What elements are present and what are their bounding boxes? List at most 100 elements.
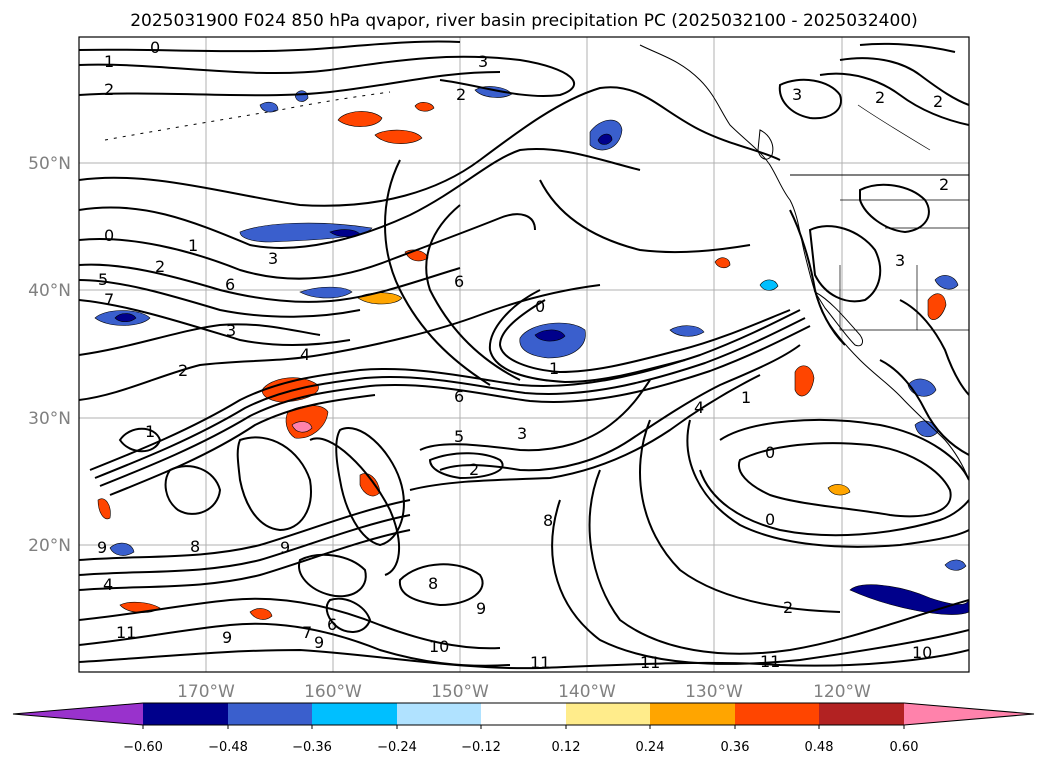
contour-line [819, 72, 969, 126]
coastlines [104, 44, 969, 481]
contour-line [79, 323, 321, 356]
contour-line [879, 359, 969, 456]
colorbar-ticks [142, 725, 905, 729]
colorbar-segment [566, 703, 650, 725]
negative-patch [849, 584, 969, 615]
colorbar-tick-label: −0.36 [292, 740, 332, 755]
contour-label: 9 [222, 628, 232, 647]
contour-line [89, 309, 801, 471]
lat-label: 20°N [28, 536, 71, 556]
contour-line [899, 299, 969, 396]
contour-line [639, 419, 841, 613]
contour-line [79, 499, 411, 561]
contour-line [79, 514, 411, 576]
contour-label: 6 [327, 615, 337, 634]
contour-label: 6 [454, 272, 464, 291]
colorbar-segment [819, 703, 904, 725]
contour-label: 7 [302, 623, 312, 642]
contour-label: 9 [97, 538, 107, 557]
negative-patch [934, 275, 959, 290]
contour-label: 0 [765, 510, 775, 529]
contour-label: 7 [104, 290, 114, 309]
positive-patch [337, 111, 383, 127]
positive-patch [714, 257, 731, 269]
colorbar-segment [481, 703, 566, 725]
negative-patch [299, 286, 353, 299]
colorbar-tick-label: 0.24 [636, 740, 665, 755]
negative-patch [914, 420, 939, 438]
contour-label: 11 [760, 652, 780, 671]
contour-label: 3 [792, 85, 802, 104]
contour-label: 8 [428, 574, 438, 593]
colorbar-tick-label: −0.48 [208, 740, 248, 755]
contour-line [539, 179, 751, 254]
contour-line [808, 225, 882, 303]
contour-label: 1 [188, 236, 198, 255]
contour-line [588, 469, 969, 655]
lon-label: 120°W [813, 682, 871, 702]
contour-line [498, 299, 791, 374]
negative-patch [114, 313, 137, 323]
contour-line [859, 183, 930, 234]
contour-line [79, 71, 501, 97]
north-america-coast [639, 44, 969, 481]
contour-line [79, 55, 575, 97]
contour-label: 3 [895, 251, 905, 270]
contour-label: 0 [150, 38, 160, 57]
contour-label: 6 [225, 275, 235, 294]
contour-line [94, 317, 806, 479]
map-background [79, 37, 969, 672]
contour-line [439, 344, 801, 472]
lon-label: 150°W [431, 682, 489, 702]
contour-line [737, 442, 952, 518]
positive-patch [827, 484, 851, 496]
contour-label: 8 [190, 537, 200, 556]
contour-line [109, 394, 376, 496]
contour-label: 3 [478, 52, 488, 71]
positive-patch [794, 365, 815, 397]
colorbar-tick-label: −0.24 [377, 740, 417, 755]
contour-line [79, 284, 601, 401]
contour-label: 2 [178, 361, 188, 380]
figure-title: 2025031900 F024 850 hPa qvapor, river ba… [130, 11, 918, 31]
contour-line [488, 289, 686, 384]
colorbar-extend-low [13, 703, 143, 725]
contour-line [778, 78, 842, 120]
contour-line [335, 427, 405, 547]
colorbar-segment [312, 703, 397, 725]
contour-line [236, 436, 312, 532]
latitude-labels: 50°N 40°N 30°N 20°N [28, 154, 71, 556]
colorbar-segment [397, 703, 481, 725]
positive-patch [249, 608, 273, 620]
map-frame [78, 36, 970, 673]
contour-label: 2 [104, 80, 114, 99]
contour-line [398, 563, 484, 607]
colorbar: −0.60 −0.48 −0.36 −0.24 −0.12 0.12 0.24 … [12, 702, 1035, 755]
contour-line [839, 57, 969, 106]
contour-label: 4 [694, 398, 704, 417]
contour-label: 11 [640, 653, 660, 672]
contour-label: 1 [145, 422, 155, 441]
contour-label: 4 [300, 345, 310, 364]
province-border [857, 104, 931, 151]
contour-labels: 0 1 2 3 2 2 2 3 0 1 2 5 7 6 3 3 2 4 1 6 [97, 38, 949, 672]
contour-line [79, 40, 461, 53]
contour-label: 1 [549, 359, 559, 378]
lon-label: 170°W [177, 682, 235, 702]
contour-label: 9 [476, 599, 486, 618]
contour-label: 0 [765, 443, 775, 462]
contour-line [425, 204, 521, 381]
contour-label: 0 [104, 226, 114, 245]
contour-label: 2 [783, 598, 793, 617]
contour-label: 2 [939, 175, 949, 194]
contour-label: 6 [454, 387, 464, 406]
colorbar-segments [13, 703, 1034, 725]
negative-patch [597, 133, 613, 145]
contour-line [118, 427, 162, 453]
contour-label: 1 [741, 388, 751, 407]
colorbar-extend-high [904, 703, 1034, 725]
contour-label: 5 [454, 427, 464, 446]
vancouver-island [757, 129, 774, 160]
contour-line [384, 159, 491, 386]
colorbar-segment [650, 703, 735, 725]
